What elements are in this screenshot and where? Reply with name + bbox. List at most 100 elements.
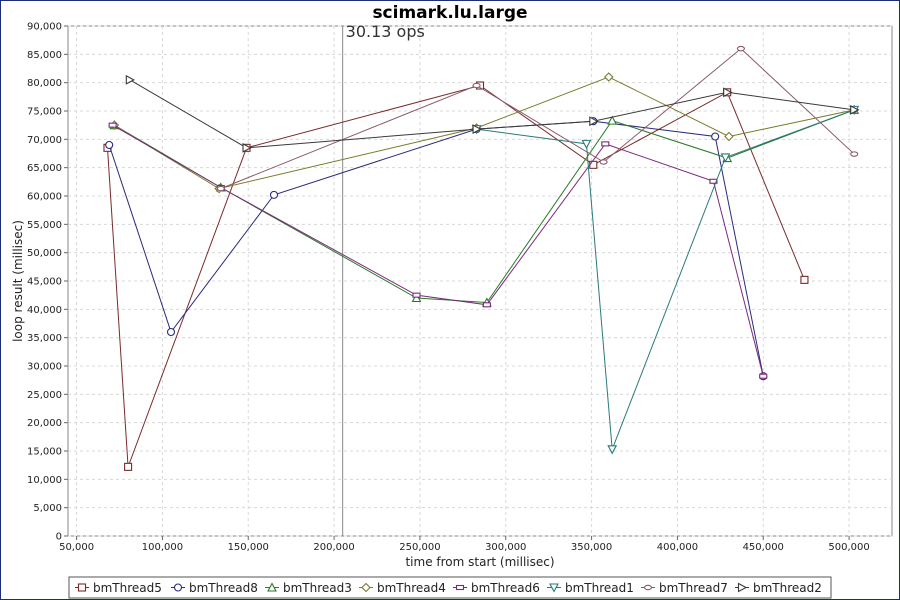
- x-tick-label: 200,000: [313, 542, 354, 553]
- y-tick-label: 55,000: [27, 220, 62, 231]
- y-tick-label: 45,000: [27, 277, 62, 288]
- data-point-bmThread4: [603, 72, 614, 82]
- data-point-bmThread7: [599, 159, 608, 165]
- legend-box: [68, 576, 832, 599]
- series-line-bmThread4: [114, 76, 855, 190]
- legend-label: bmThread4: [377, 581, 446, 595]
- data-point-bmThread2: [723, 87, 733, 98]
- legend-marker-bmThread4: [361, 582, 371, 593]
- annotation: 30.13 ops: [342, 22, 425, 536]
- legend-item-bmThread8: bmThread8: [171, 581, 258, 595]
- series-bmThread7: [216, 45, 859, 192]
- data-point-bmThread5: [124, 462, 133, 471]
- legend-item-bmThread2: bmThread2: [735, 581, 822, 595]
- legend-label: bmThread2: [753, 581, 822, 595]
- x-tick-label: 500,000: [828, 542, 869, 553]
- legend-label: bmThread1: [565, 581, 634, 595]
- y-tick-label: 5,000: [33, 503, 62, 514]
- legend: bmThread5 bmThread8 bmThread3 bmThread4 bmTh…: [68, 576, 832, 599]
- y-tick-label: 40,000: [27, 305, 62, 316]
- x-axis-label: time from start (millisec): [405, 555, 554, 569]
- y-tick-label: 15,000: [27, 447, 62, 458]
- data-point-bmThread6: [709, 178, 718, 184]
- y-tick-label: 85,000: [27, 50, 62, 61]
- x-tick-label: 350,000: [571, 542, 612, 553]
- legend-marker-bmThread8: [173, 583, 183, 592]
- x-tick-label: 450,000: [743, 542, 784, 553]
- data-point-bmThread2: [242, 142, 252, 153]
- data-point-bmThread7: [736, 45, 745, 52]
- data-point-bmThread2: [850, 104, 860, 115]
- data-point-bmThread6: [482, 302, 491, 308]
- legend-item-bmThread3: bmThread3: [265, 581, 352, 595]
- data-point-bmThread4: [724, 131, 734, 142]
- legend-label: bmThread7: [659, 581, 728, 595]
- series-layer: [103, 45, 860, 471]
- legend-marker-bmThread7: [643, 584, 653, 591]
- y-tick-label: 10,000: [27, 475, 62, 486]
- chart-title: scimark.lu.large: [372, 3, 527, 23]
- y-tick-label: 50,000: [27, 248, 62, 259]
- x-tick-label: 300,000: [485, 542, 526, 553]
- data-point-bmThread2: [472, 124, 482, 135]
- data-point-bmThread7: [850, 151, 859, 157]
- legend-label: bmThread5: [93, 581, 162, 595]
- y-tick-label: 70,000: [27, 135, 62, 146]
- data-point-bmThread1: [581, 139, 592, 150]
- data-point-bmThread3: [607, 115, 618, 125]
- y-tick-label: 20,000: [27, 418, 62, 429]
- series-line-bmThread2: [129, 79, 855, 149]
- x-tick-label: 400,000: [657, 542, 698, 553]
- legend-marker-bmThread2: [737, 582, 748, 593]
- series-bmThread2: [125, 74, 860, 153]
- y-tick-label: 65,000: [27, 163, 62, 174]
- legend-marker-bmThread1: [549, 583, 559, 593]
- axes: 0 5,000 10,000 15,000 20,000 25,000 30,000 35,0…: [27, 22, 870, 554]
- data-point-bmThread3: [411, 292, 422, 303]
- x-tick-label: 150,000: [228, 542, 269, 553]
- legend-label: bmThread3: [283, 581, 352, 595]
- legend-marker-bmThread5: [77, 583, 87, 592]
- data-point-bmThread2: [125, 74, 135, 85]
- data-point-bmThread1: [607, 445, 618, 455]
- legend-label: bmThread6: [471, 581, 540, 595]
- legend-item-bmThread1: bmThread1: [547, 581, 634, 595]
- data-point-bmThread6: [108, 122, 117, 128]
- data-point-bmThread8: [269, 190, 279, 199]
- y-tick-label: 35,000: [27, 333, 62, 344]
- data-point-bmThread8: [711, 132, 720, 141]
- y-tick-label: 75,000: [27, 107, 62, 118]
- x-tick-label: 250,000: [399, 542, 440, 553]
- legend-marker-bmThread3: [267, 582, 277, 592]
- data-point-bmThread6: [601, 141, 610, 147]
- data-point-bmThread7: [216, 185, 225, 192]
- y-tick-label: 60,000: [27, 192, 62, 203]
- y-tick-label: 30,000: [27, 362, 62, 373]
- data-point-bmThread6: [412, 292, 421, 298]
- legend-item-bmThread5: bmThread5: [75, 581, 162, 595]
- data-point-bmThread5: [800, 275, 809, 284]
- data-point-bmThread2: [589, 116, 599, 127]
- legend-item-bmThread4: bmThread4: [359, 581, 446, 595]
- annotation-label: 30.13 ops: [346, 22, 425, 41]
- y-tick-label: 90,000: [27, 22, 62, 33]
- plot-area: [67, 25, 893, 537]
- y-tick-label: 80,000: [27, 78, 62, 89]
- data-point-bmThread5: [589, 160, 598, 169]
- y-tick-label: 25,000: [27, 390, 62, 401]
- data-point-bmThread8: [105, 140, 114, 150]
- grid: [68, 25, 892, 537]
- data-point-bmThread7: [472, 82, 481, 89]
- legend-item-bmThread7: bmThread7: [641, 581, 728, 595]
- legend-label: bmThread8: [189, 581, 258, 595]
- data-point-bmThread1: [720, 153, 731, 163]
- legend-marker-bmThread6: [455, 584, 465, 591]
- data-point-bmThread8: [166, 327, 176, 337]
- y-axis-label: loop result (millisec): [11, 220, 25, 342]
- y-tick-label: 0: [56, 532, 62, 543]
- data-point-bmThread6: [759, 373, 768, 379]
- x-tick-label: 50,000: [59, 542, 94, 553]
- legend-item-bmThread6: bmThread6: [453, 581, 540, 595]
- x-tick-label: 100,000: [142, 542, 183, 553]
